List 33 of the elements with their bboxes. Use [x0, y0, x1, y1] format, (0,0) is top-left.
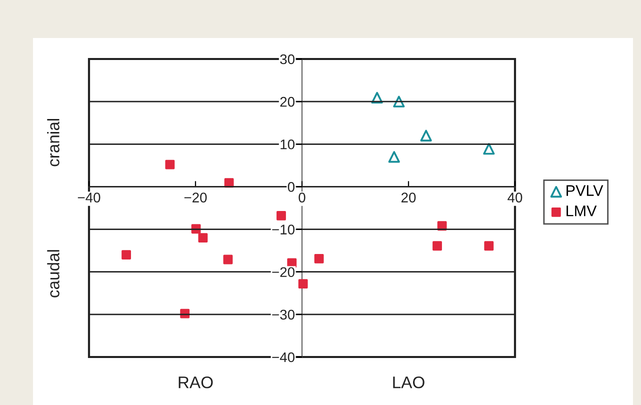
y-tick-label: −30: [272, 310, 295, 320]
point: [165, 160, 175, 170]
legend-label: LMV: [566, 206, 597, 216]
x-tick-label: 20: [401, 192, 416, 202]
point: [432, 241, 442, 251]
point: [276, 210, 286, 220]
y-tick-label: 0: [288, 182, 295, 192]
point: [298, 279, 308, 288]
point: [388, 151, 400, 163]
text: caudal: [47, 250, 60, 298]
point: [484, 241, 494, 251]
text: LAO: [393, 376, 424, 388]
point: [314, 254, 324, 264]
y-tick-label: −40: [272, 352, 295, 362]
y-tick-label: 10: [280, 139, 295, 150]
y-tick-label: 20: [280, 96, 295, 107]
point: [223, 254, 233, 264]
y-tick-label: −10: [272, 224, 295, 234]
point: [393, 96, 405, 108]
y-tick-label: −20: [272, 267, 295, 278]
text: RAO: [178, 376, 213, 388]
x-tick-label: 40: [508, 192, 522, 202]
x-tick-label: −20: [184, 192, 207, 202]
point: [122, 250, 131, 260]
text: cranial: [47, 119, 60, 166]
point: [198, 233, 208, 243]
point: [371, 92, 383, 104]
x-tick-label: 0: [298, 192, 306, 202]
point: [420, 130, 432, 142]
x-tick-label: −40: [78, 192, 100, 202]
legend-label: PVLV: [566, 185, 604, 196]
y-tick-label: 30: [280, 54, 295, 64]
point: [483, 143, 495, 155]
